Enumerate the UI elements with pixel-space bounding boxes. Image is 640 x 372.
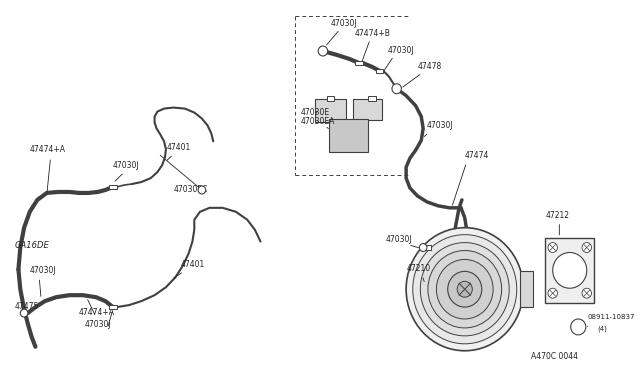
Text: 47474+A: 47474+A: [79, 308, 115, 317]
Circle shape: [582, 288, 591, 298]
Text: 47475: 47475: [15, 302, 39, 311]
Circle shape: [406, 228, 524, 351]
Bar: [353, 99, 381, 121]
Text: 47030J: 47030J: [385, 235, 412, 244]
Circle shape: [548, 243, 557, 253]
Circle shape: [582, 243, 591, 253]
Text: 47401: 47401: [167, 143, 191, 152]
Bar: [545, 238, 595, 303]
Text: 47030EC: 47030EC: [173, 185, 208, 194]
Circle shape: [413, 235, 516, 344]
Text: 47212: 47212: [545, 211, 569, 220]
Circle shape: [571, 319, 586, 335]
Text: 47030EA: 47030EA: [300, 118, 335, 126]
Text: 47474: 47474: [465, 151, 489, 160]
Bar: [109, 305, 116, 309]
Bar: [423, 246, 431, 250]
Text: 47030E: 47030E: [300, 108, 330, 116]
Bar: [376, 69, 383, 73]
Circle shape: [392, 84, 401, 94]
Text: 47478: 47478: [417, 62, 442, 71]
Text: (4): (4): [597, 326, 607, 333]
Bar: [316, 99, 346, 122]
Bar: [368, 96, 376, 101]
Circle shape: [553, 253, 587, 288]
Bar: [328, 119, 368, 152]
Circle shape: [198, 186, 205, 194]
Bar: [520, 271, 533, 307]
Text: 47030J: 47030J: [330, 19, 357, 28]
Text: 08911-10837: 08911-10837: [588, 314, 635, 320]
Text: 47030J: 47030J: [29, 266, 56, 275]
Text: N: N: [575, 324, 581, 330]
Circle shape: [457, 281, 472, 297]
Circle shape: [548, 288, 557, 298]
Bar: [326, 96, 334, 101]
Text: 47030J: 47030J: [84, 320, 111, 329]
Text: 47210: 47210: [406, 264, 430, 273]
Bar: [109, 185, 116, 189]
Text: 47030J: 47030J: [427, 121, 454, 131]
Text: 47030J: 47030J: [387, 46, 414, 55]
Circle shape: [428, 250, 502, 328]
Circle shape: [420, 243, 509, 336]
Circle shape: [20, 309, 28, 317]
Circle shape: [436, 259, 493, 319]
Text: 47474+A: 47474+A: [29, 145, 66, 154]
Text: 47401: 47401: [181, 260, 205, 269]
Text: A470C 0044: A470C 0044: [531, 352, 578, 361]
Circle shape: [448, 271, 482, 307]
Circle shape: [318, 46, 328, 56]
Text: GA16DE: GA16DE: [15, 241, 49, 250]
Bar: [355, 61, 363, 65]
Circle shape: [419, 244, 427, 251]
Text: 47030J: 47030J: [113, 161, 140, 170]
Text: 47474+B: 47474+B: [355, 29, 391, 38]
